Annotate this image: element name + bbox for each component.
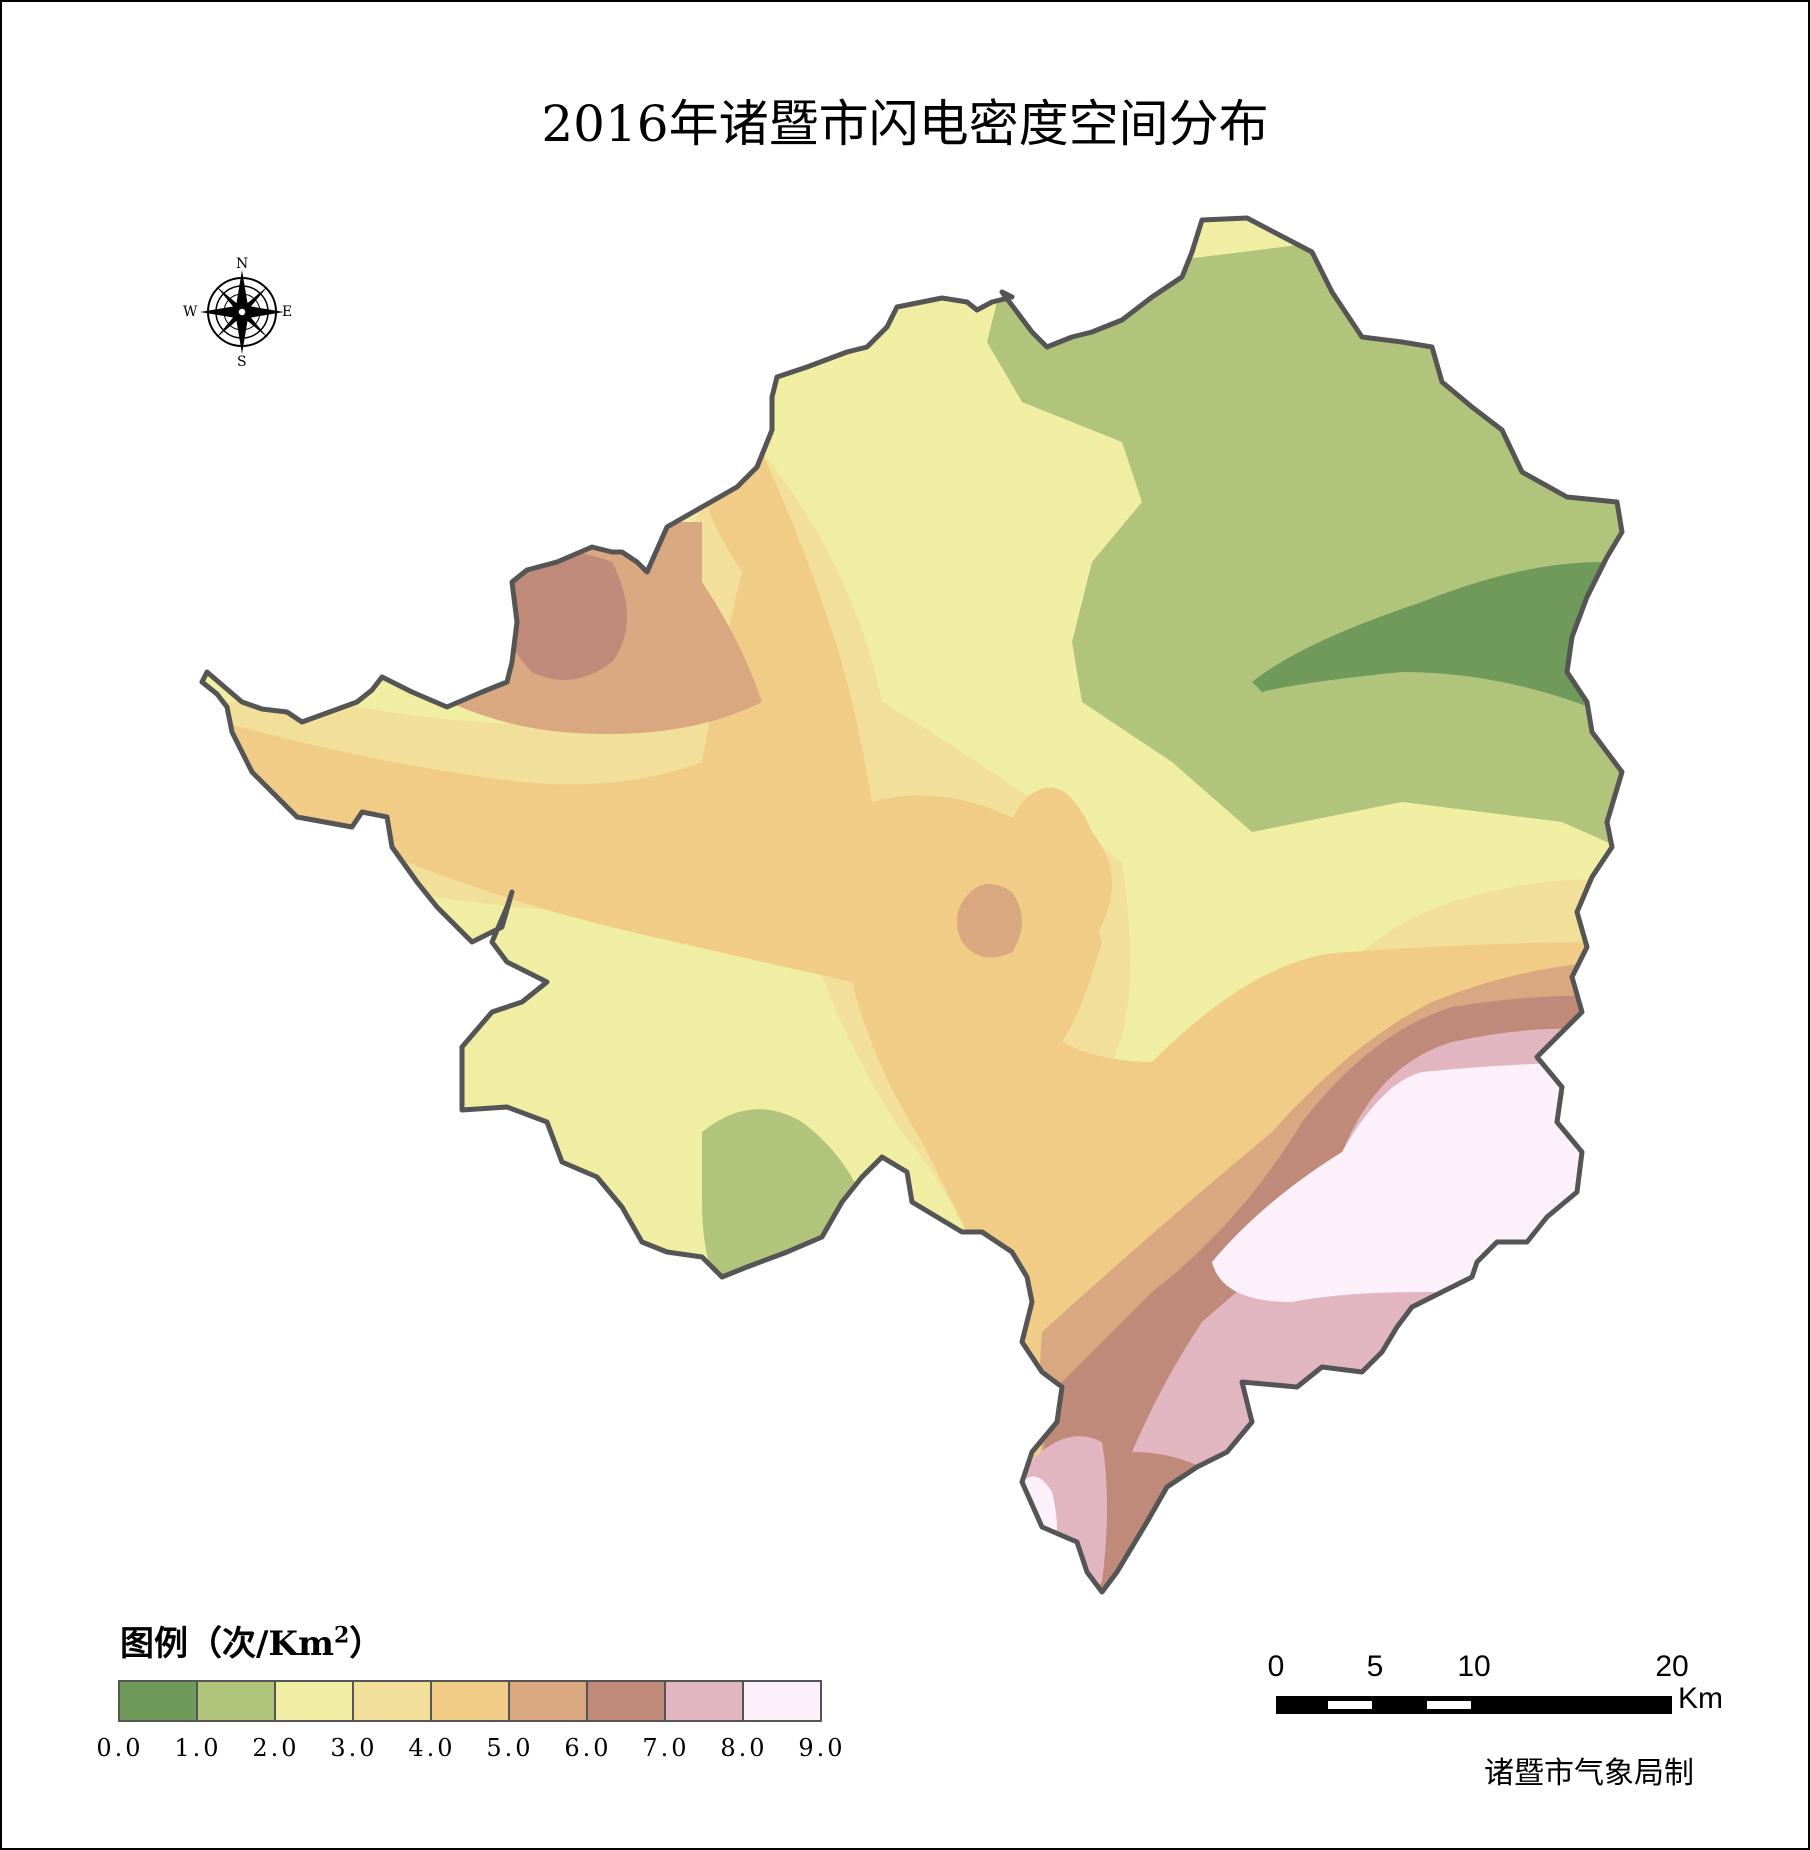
legend-tick-label: 7.0	[642, 1734, 690, 1762]
legend-swatch	[120, 1682, 198, 1720]
legend-color-bar	[118, 1680, 822, 1722]
scale-bar-label: 5	[1366, 1650, 1384, 1683]
legend-tick-label: 4.0	[408, 1734, 456, 1762]
map-title: 2016年诸暨市闪电密度空间分布	[541, 95, 1269, 153]
compass-east-label: E	[282, 304, 293, 320]
compass-north-label: N	[236, 256, 249, 272]
legend-swatch	[666, 1682, 744, 1720]
legend-title-text: 图例（次/Km	[120, 1624, 334, 1664]
scale-bar-unit: Km	[1678, 1682, 1723, 1715]
compass-west-label: W	[183, 304, 198, 320]
scale-bar-label: 10	[1457, 1650, 1491, 1683]
legend-swatch	[432, 1682, 510, 1720]
scale-bar-label: 0	[1267, 1650, 1285, 1683]
legend-tick-label: 2.0	[252, 1734, 300, 1762]
legend-swatch	[354, 1682, 432, 1720]
legend-swatch	[198, 1682, 276, 1720]
legend-title-close: ）	[349, 1624, 384, 1664]
legend-tick-label: 1.0	[174, 1734, 222, 1762]
compass-south-label: S	[237, 354, 247, 370]
legend-tick-label: 5.0	[486, 1734, 534, 1762]
region-boundary	[199, 215, 1625, 1595]
scale-bar	[1276, 1696, 1672, 1714]
legend-tick-label: 9.0	[798, 1734, 846, 1762]
map-credit: 诸暨市气象局制	[1484, 1756, 1694, 1791]
compass-rose-icon	[200, 270, 284, 354]
legend-tick-label: 3.0	[330, 1734, 378, 1762]
scale-bar-label: 20	[1655, 1650, 1689, 1683]
legend-swatch	[588, 1682, 666, 1720]
legend-title-superscript: 2	[333, 1622, 350, 1649]
legend-swatch	[276, 1682, 354, 1720]
legend-title: 图例（次/Km2）	[120, 1616, 383, 1665]
legend-tick-label: 8.0	[720, 1734, 768, 1762]
legend-swatch	[744, 1682, 820, 1720]
legend-tick-label: 6.0	[564, 1734, 612, 1762]
legend-swatch	[510, 1682, 588, 1720]
legend-tick-label: 0.0	[96, 1734, 144, 1762]
